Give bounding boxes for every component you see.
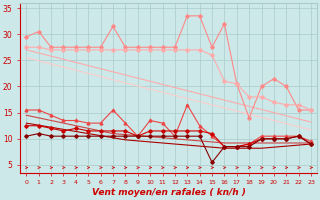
X-axis label: Vent moyen/en rafales ( kn/h ): Vent moyen/en rafales ( kn/h ): [92, 188, 246, 197]
